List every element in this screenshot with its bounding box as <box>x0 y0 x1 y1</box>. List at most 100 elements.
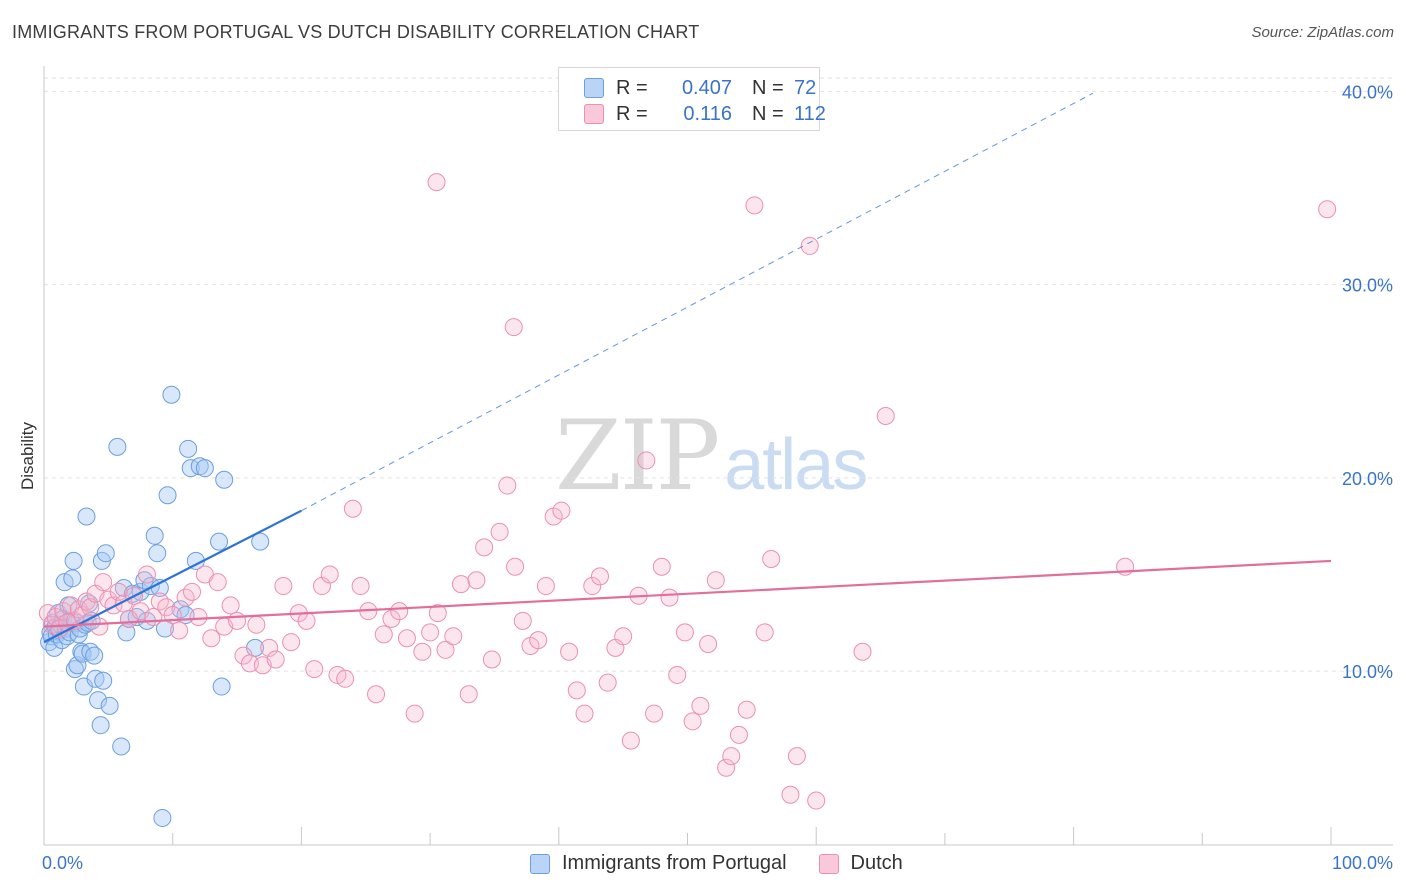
portugal-point <box>96 544 115 563</box>
dutch-point <box>382 609 401 628</box>
legend-n-value: 72 <box>794 76 817 99</box>
portugal-point <box>158 486 177 505</box>
dutch-point <box>137 565 156 584</box>
dutch-point <box>374 625 393 644</box>
dutch-point <box>729 725 748 744</box>
portugal-point <box>63 569 82 588</box>
source-label: Source: ZipAtlas.com <box>1251 24 1394 41</box>
legend-r-value: 0.407 <box>681 76 732 99</box>
portugal-point <box>210 532 229 551</box>
y-tick-label: 30.0% <box>1342 276 1393 296</box>
dutch-point <box>459 685 478 704</box>
dutch-point <box>567 681 586 700</box>
dutch-point <box>755 623 774 642</box>
legend-r-value: 0.116 <box>683 102 732 125</box>
dutch-point <box>498 476 517 495</box>
stats-legend: R = 0.407 N = 72 R = 0.116 N = 112 <box>558 67 826 131</box>
dutch-point <box>81 598 100 617</box>
portugal-point <box>181 459 200 478</box>
dutch-point <box>660 588 679 607</box>
dutch-point <box>170 621 189 640</box>
legend-n-label: N = <box>752 102 784 125</box>
legend-row-portugal: R = 0.407 N = 72 <box>584 76 816 100</box>
portugal-point <box>179 439 198 458</box>
dutch-point <box>202 629 221 648</box>
series-legend: Immigrants from Portugal Dutch <box>530 852 935 875</box>
y-axis-label: Disability <box>18 421 37 491</box>
dutch-point <box>157 598 176 617</box>
dutch-point <box>428 604 447 623</box>
portugal-point <box>112 737 131 756</box>
dutch-point <box>282 633 301 652</box>
dutch-point <box>475 538 494 557</box>
dutch-point <box>109 582 128 601</box>
dutch-point <box>536 577 555 596</box>
legend-row-dutch: R = 0.116 N = 112 <box>584 102 826 126</box>
dutch-point <box>90 617 109 636</box>
watermark: ZIPatlas <box>555 400 868 512</box>
chart-title: IMMIGRANTS FROM PORTUGAL VS DUTCH DISABI… <box>12 22 700 42</box>
portugal-point <box>215 470 234 489</box>
dutch-point <box>552 501 571 520</box>
dutch-point <box>800 236 819 255</box>
dutch-point <box>762 549 781 568</box>
legend-item-dutch[interactable]: Dutch <box>818 852 903 875</box>
dutch-point <box>228 611 247 630</box>
dutch-point <box>451 575 470 594</box>
watermark-atlas: atlas <box>724 425 868 505</box>
dutch-point <box>598 673 617 692</box>
dutch-point <box>336 669 355 688</box>
portugal-point <box>68 656 87 675</box>
portugal-point <box>148 544 167 563</box>
dutch-point <box>274 577 293 596</box>
dutch-point <box>506 557 525 576</box>
watermark-zip: ZIP <box>555 400 720 512</box>
dutch-point <box>405 704 424 723</box>
legend-label-portugal: Immigrants from Portugal <box>562 852 787 874</box>
dutch-point <box>675 623 694 642</box>
dutch-point <box>367 685 386 704</box>
dutch-point <box>221 596 240 615</box>
legend-item-portugal[interactable]: Immigrants from Portugal <box>530 852 787 875</box>
portugal-point <box>195 459 214 478</box>
legend-label-dutch: Dutch <box>850 852 903 874</box>
dutch-point <box>467 571 486 590</box>
dutch-point <box>490 522 509 541</box>
dutch-point <box>266 650 285 669</box>
dutch-point <box>513 611 532 630</box>
dutch-point <box>413 642 432 661</box>
dutch-point <box>745 196 764 215</box>
y-tick-label: 10.0% <box>1342 662 1393 682</box>
dutch-point <box>645 704 664 723</box>
dutch-point <box>260 638 279 657</box>
legend-n-label: N = <box>752 76 784 99</box>
dutch-trend-line <box>43 559 1332 628</box>
legend-swatch-pink <box>584 104 604 124</box>
dutch-point <box>297 611 316 630</box>
dutch-point <box>853 642 872 661</box>
legend-swatch-blue <box>584 78 604 98</box>
dutch-point <box>1318 200 1337 219</box>
portugal-point <box>251 532 270 551</box>
dutch-point <box>621 731 640 750</box>
portugal-point <box>77 507 96 526</box>
dutch-point <box>208 573 227 592</box>
dutch-point <box>583 577 602 596</box>
dutch-point <box>351 577 370 596</box>
portugal-point <box>153 808 172 827</box>
dutch-point <box>529 631 548 650</box>
portugal-point <box>162 385 181 404</box>
portugal-point <box>91 716 110 735</box>
legend-r-label: R = <box>616 102 648 125</box>
portugal-point <box>85 646 104 665</box>
dutch-point <box>717 758 736 777</box>
dutch-point <box>444 627 463 646</box>
dutch-point <box>575 704 594 723</box>
portugal-point <box>94 671 113 690</box>
dutch-point <box>421 623 440 642</box>
dutch-point <box>614 627 633 646</box>
dutch-point <box>781 785 800 804</box>
dutch-point <box>343 499 362 518</box>
dutch-point <box>652 557 671 576</box>
